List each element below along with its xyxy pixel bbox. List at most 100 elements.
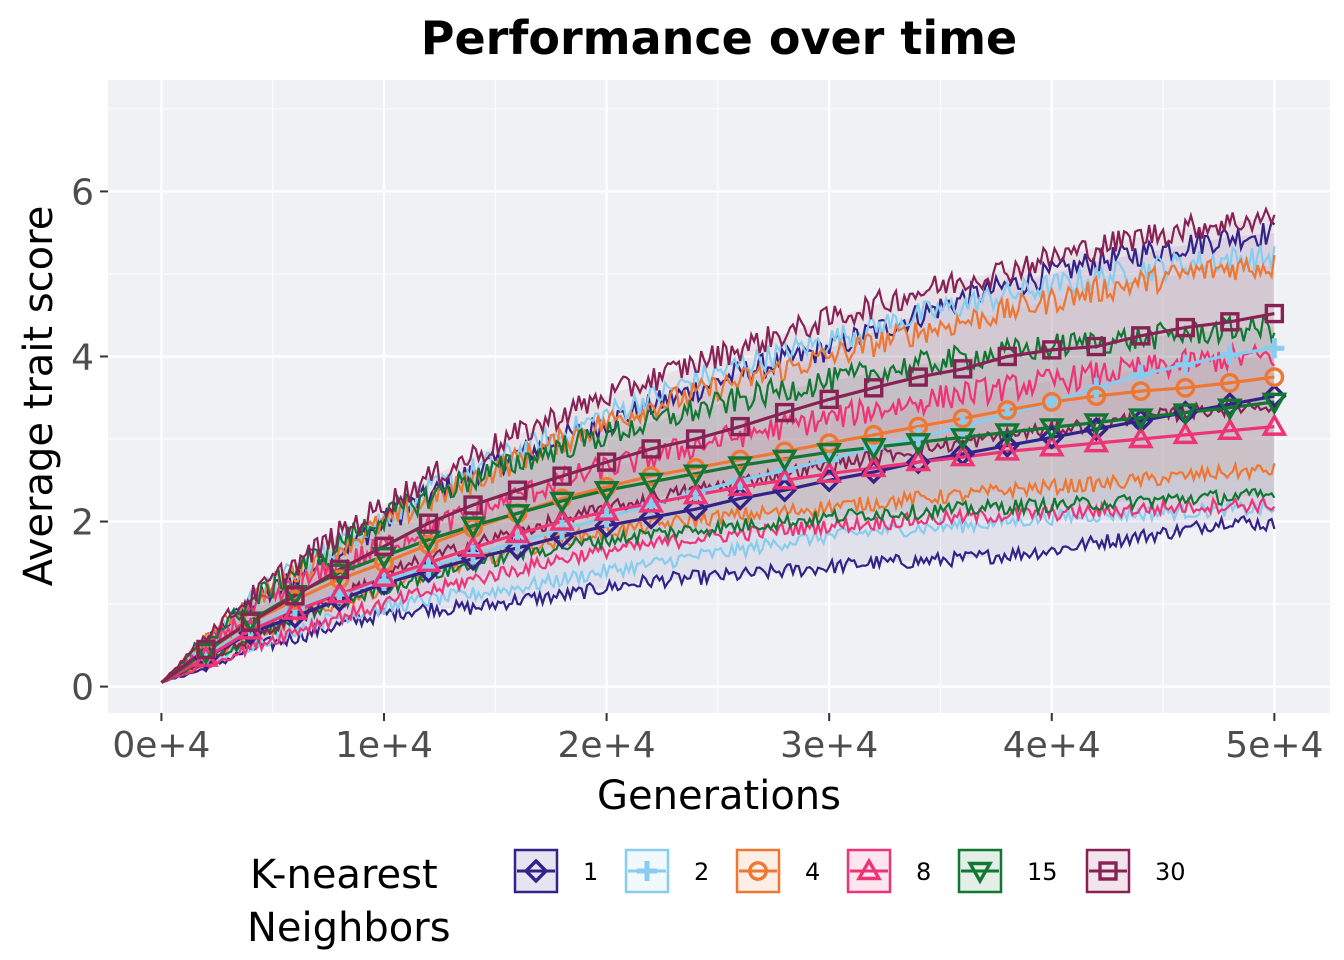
x-tick-label: 4e+4 — [1003, 725, 1101, 766]
marker-series-30 — [285, 586, 305, 606]
marker-series-4 — [1041, 391, 1062, 412]
marker-series-30 — [552, 466, 572, 486]
marker-series-30 — [908, 367, 928, 387]
marker-series-30 — [1175, 317, 1196, 338]
marker-series-8 — [593, 498, 620, 521]
marker-series-1 — [994, 433, 1020, 459]
marker-series-30 — [730, 416, 750, 437]
marker-series-15 — [460, 516, 486, 540]
legend-label-30: 30 — [1155, 858, 1186, 886]
marker-series-15 — [994, 423, 1021, 446]
marker-series-4 — [997, 400, 1018, 421]
marker-series-8 — [1216, 417, 1243, 440]
y-tick-label: 6 — [71, 172, 94, 213]
legend-key-30: 30 — [1085, 848, 1186, 894]
marker-series-1 — [549, 523, 575, 549]
legend-key-1: 1 — [513, 848, 598, 894]
marker-series-30 — [418, 513, 439, 533]
marker-series-8 — [727, 473, 754, 497]
marker-series-15 — [326, 563, 353, 587]
marker-series-8 — [282, 597, 308, 620]
marker-series-30 — [1131, 326, 1151, 346]
marker-series-8 — [682, 481, 709, 505]
legend-marker-1 — [523, 858, 549, 884]
x-tick-label: 2e+4 — [558, 725, 656, 766]
marker-series-15 — [860, 438, 887, 461]
marker-series-1 — [638, 505, 664, 530]
marker-series-30 — [1220, 312, 1240, 332]
marker-series-8 — [994, 437, 1021, 461]
legend-keys: 1 2 4 8 15 30 — [513, 848, 1186, 894]
marker-series-30 — [774, 402, 795, 423]
lower-bound-series-8 — [161, 495, 1276, 684]
marker-series-8 — [326, 580, 353, 604]
marker-series-8 — [415, 549, 442, 572]
legend-marker-4 — [748, 861, 768, 881]
legend-label-15: 15 — [1027, 858, 1058, 886]
marker-series-30 — [953, 359, 973, 379]
marker-series-30 — [685, 429, 706, 449]
legend-label-4: 4 — [805, 858, 820, 886]
legend-key-15: 15 — [957, 848, 1058, 894]
y-tick-label: 0 — [71, 668, 94, 709]
marker-series-8 — [816, 460, 843, 483]
marker-series-15 — [593, 480, 620, 504]
marker-series-15 — [371, 546, 397, 570]
x-axis-title: Generations — [597, 773, 841, 819]
marker-series-30 — [374, 536, 394, 556]
marker-series-15 — [193, 642, 219, 666]
marker-series-30 — [240, 612, 261, 632]
x-tick-label: 0e+4 — [112, 725, 210, 766]
marker-series-1 — [1083, 416, 1109, 442]
y-tick-label: 2 — [71, 503, 94, 544]
marker-series-4 — [952, 408, 973, 429]
marker-series-8 — [460, 534, 486, 558]
marker-series-4 — [1130, 381, 1151, 402]
marker-series-30 — [507, 480, 528, 500]
marker-series-15 — [549, 491, 576, 515]
marker-series-1 — [1039, 424, 1065, 450]
marker-series-15 — [1216, 398, 1243, 422]
legend-label-2: 2 — [694, 858, 709, 886]
marker-series-15 — [905, 433, 932, 456]
y-axis-title: Average trait score — [16, 206, 62, 587]
series-markers — [193, 303, 1288, 671]
legend-title: K-nearest Neighbors — [247, 852, 451, 951]
marker-series-2 — [1175, 354, 1196, 375]
axis-ticks: 0e+4 1e+4 2e+4 3e+4 4e+4 5e+4 0 2 4 6 — [71, 172, 1323, 766]
marker-series-8 — [1172, 421, 1199, 445]
ribbon-series-30 — [161, 216, 1275, 683]
legend-label-1: 1 — [583, 858, 598, 886]
marker-series-30 — [819, 389, 839, 410]
legend-key-2: 2 — [624, 848, 709, 894]
marker-series-8 — [638, 489, 665, 513]
marker-series-8 — [905, 448, 932, 472]
lower-bound-series-2 — [160, 498, 1276, 684]
legend-title-line-1: K-nearest — [250, 852, 438, 898]
legend-title-line-2: Neighbors — [247, 905, 451, 951]
marker-series-30 — [997, 346, 1017, 367]
legend-marker-15 — [967, 861, 993, 885]
marker-series-15 — [727, 456, 754, 479]
legend-key-8: 8 — [846, 848, 931, 894]
marker-series-15 — [682, 464, 709, 488]
marker-series-2 — [1219, 344, 1240, 365]
legend-marker-8 — [856, 857, 882, 881]
marker-series-15 — [949, 428, 976, 451]
marker-series-15 — [816, 443, 843, 466]
marker-series-1 — [594, 513, 619, 539]
marker-series-30 — [863, 378, 884, 398]
marker-series-15 — [1038, 418, 1065, 441]
marker-series-8 — [771, 466, 798, 490]
marker-series-2 — [596, 507, 617, 528]
marker-series-2 — [1264, 338, 1285, 359]
marker-series-30 — [463, 495, 483, 515]
marker-series-30 — [1264, 303, 1285, 324]
marker-series-8 — [1038, 433, 1065, 457]
upper-bound-series-1 — [160, 219, 1276, 684]
marker-series-8 — [860, 454, 887, 478]
marker-series-4 — [863, 424, 884, 445]
marker-series-15 — [1261, 392, 1288, 416]
marker-series-30 — [641, 439, 661, 459]
